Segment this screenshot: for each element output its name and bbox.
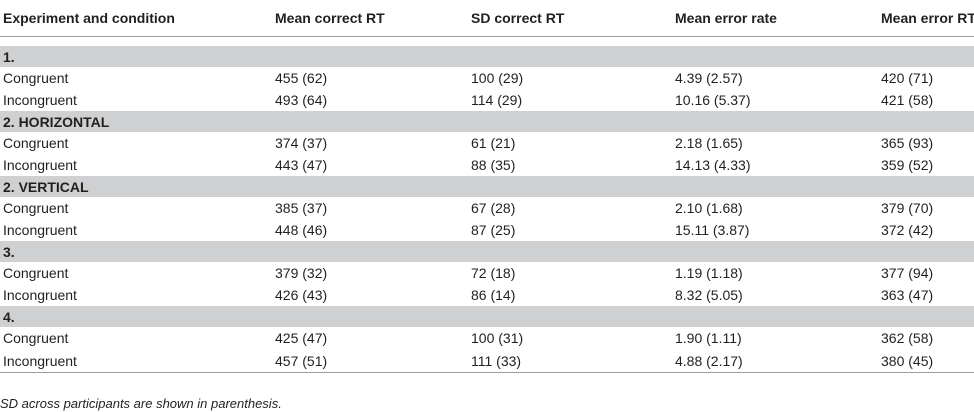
- cell-error-rate: 14.13 (4.33): [675, 157, 751, 173]
- table-row: Incongruent 443 (47) 88 (35) 14.13 (4.33…: [0, 154, 974, 176]
- cell-mean-rt: 455 (62): [275, 70, 328, 86]
- table-body: 1. Congruent 455 (62) 100 (29) 4.39 (2.5…: [0, 37, 974, 373]
- cell-error-rt: 420 (71): [881, 70, 934, 86]
- group-label: 1.: [0, 46, 974, 67]
- header-condition: Experiment and condition: [0, 0, 275, 37]
- table-row: Incongruent 426 (43) 86 (14) 8.32 (5.05)…: [0, 284, 974, 306]
- cell-condition: Incongruent: [3, 287, 77, 303]
- cell-error-rt: 359 (52): [881, 157, 934, 173]
- cell-mean-rt: 379 (32): [275, 265, 328, 281]
- cell-error-rt: 362 (58): [881, 330, 934, 346]
- group-label: 2. VERTICAL: [0, 176, 974, 197]
- cell-error-rate: 2.18 (1.65): [675, 135, 743, 151]
- cell-sd-rt: 88 (35): [471, 157, 516, 173]
- table-row: Incongruent 493 (64) 114 (29) 10.16 (5.3…: [0, 89, 974, 111]
- cell-mean-rt: 425 (47): [275, 330, 328, 346]
- cell-sd-rt: 87 (25): [471, 222, 516, 238]
- cell-condition: Congruent: [3, 135, 69, 151]
- cell-mean-rt: 374 (37): [275, 135, 328, 151]
- cell-mean-rt: 448 (46): [275, 222, 328, 238]
- table-row: Congruent 379 (32) 72 (18) 1.19 (1.18) 3…: [0, 262, 974, 284]
- group-label: 2. HORIZONTAL: [0, 111, 974, 132]
- cell-sd-rt: 67 (28): [471, 200, 516, 216]
- table-row: Congruent 385 (37) 67 (28) 2.10 (1.68) 3…: [0, 197, 974, 219]
- header-row: Experiment and condition Mean correct RT…: [0, 0, 974, 37]
- cell-error-rate: 1.19 (1.18): [675, 265, 743, 281]
- cell-condition: Congruent: [3, 330, 69, 346]
- cell-sd-rt: 86 (14): [471, 287, 516, 303]
- table-row: Congruent 455 (62) 100 (29) 4.39 (2.57) …: [0, 67, 974, 89]
- cell-error-rt: 365 (93): [881, 135, 934, 151]
- header-sd-correct-rt: SD correct RT: [471, 0, 675, 37]
- cell-error-rt: 377 (94): [881, 265, 934, 281]
- header-mean-error-rate: Mean error rate: [675, 0, 881, 37]
- table-row: Incongruent 448 (46) 87 (25) 15.11 (3.87…: [0, 219, 974, 241]
- group-row: 3.: [0, 241, 974, 262]
- cell-mean-rt: 443 (47): [275, 157, 328, 173]
- table-row: Congruent 425 (47) 100 (31) 1.90 (1.11) …: [0, 327, 974, 349]
- results-table: Experiment and condition Mean correct RT…: [0, 0, 974, 373]
- group-row: 4.: [0, 306, 974, 327]
- cell-sd-rt: 100 (31): [471, 330, 524, 346]
- cell-condition: Incongruent: [3, 92, 77, 108]
- cell-sd-rt: 100 (29): [471, 70, 524, 86]
- cell-error-rate: 10.16 (5.37): [675, 92, 751, 108]
- table-footnote: SD across participants are shown in pare…: [0, 396, 282, 411]
- cell-error-rate: 8.32 (5.05): [675, 287, 743, 303]
- table-row: Congruent 374 (37) 61 (21) 2.18 (1.65) 3…: [0, 132, 974, 154]
- cell-error-rate: 4.88 (2.17): [675, 349, 881, 373]
- table-row: Incongruent 457 (51) 111 (33) 4.88 (2.17…: [0, 349, 974, 373]
- cell-error-rt: 380 (45): [881, 349, 974, 373]
- cell-condition: Congruent: [3, 70, 69, 86]
- cell-error-rate: 2.10 (1.68): [675, 200, 743, 216]
- cell-mean-rt: 426 (43): [275, 287, 328, 303]
- cell-mean-rt: 385 (37): [275, 200, 328, 216]
- header-mean-error-rt: Mean error RT: [881, 0, 974, 37]
- group-label: 4.: [0, 306, 974, 327]
- cell-error-rate: 15.11 (3.87): [675, 222, 750, 238]
- cell-error-rt: 379 (70): [881, 200, 934, 216]
- cell-sd-rt: 61 (21): [471, 135, 516, 151]
- cell-error-rate: 1.90 (1.11): [675, 330, 742, 346]
- table-header: Experiment and condition Mean correct RT…: [0, 0, 974, 37]
- spacer-row: [0, 37, 974, 47]
- group-row: 1.: [0, 46, 974, 67]
- cell-mean-rt: 457 (51): [275, 349, 471, 373]
- cell-sd-rt: 111 (33): [471, 349, 675, 373]
- cell-error-rate: 4.39 (2.57): [675, 70, 743, 86]
- cell-condition: Incongruent: [0, 349, 275, 373]
- cell-mean-rt: 493 (64): [275, 92, 328, 108]
- group-label: 3.: [0, 241, 974, 262]
- cell-sd-rt: 114 (29): [471, 92, 523, 108]
- group-row: 2. HORIZONTAL: [0, 111, 974, 132]
- cell-condition: Congruent: [3, 200, 69, 216]
- results-table-container: Experiment and condition Mean correct RT…: [0, 0, 974, 373]
- cell-condition: Incongruent: [3, 222, 77, 238]
- cell-sd-rt: 72 (18): [471, 265, 516, 281]
- cell-error-rt: 421 (58): [881, 92, 934, 108]
- cell-condition: Incongruent: [3, 157, 77, 173]
- header-mean-correct-rt: Mean correct RT: [275, 0, 471, 37]
- cell-error-rt: 372 (42): [881, 222, 934, 238]
- cell-error-rt: 363 (47): [881, 287, 934, 303]
- group-row: 2. VERTICAL: [0, 176, 974, 197]
- cell-condition: Congruent: [3, 265, 69, 281]
